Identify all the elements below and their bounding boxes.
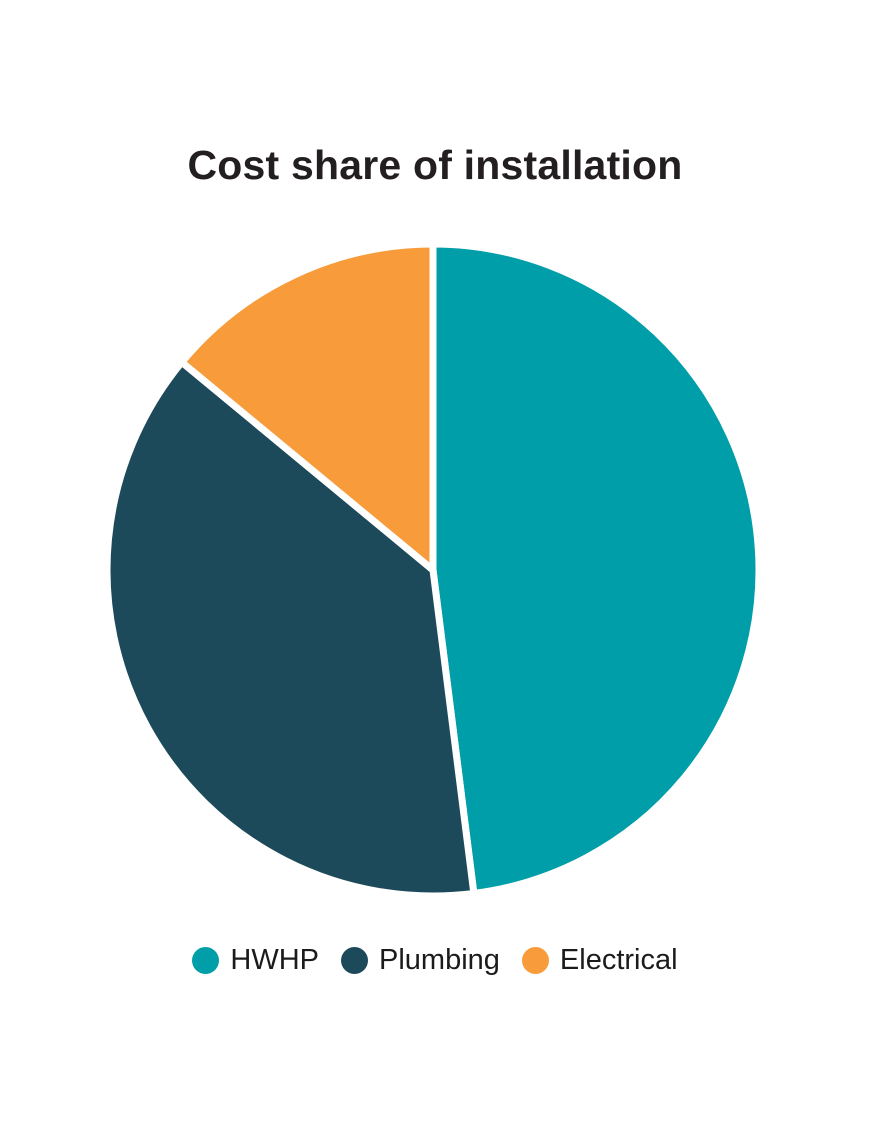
legend-swatch-hwhp-icon [192,947,220,975]
legend-label-plumbing: Plumbing [379,944,500,976]
chart-title: Cost share of installation [187,142,683,188]
legend-swatch-plumbing-icon [341,947,369,975]
legend: HWHP Plumbing Electrical [0,944,870,977]
pie-chart [103,240,763,900]
pie-slice-plumbing [103,358,478,900]
legend-label-hwhp: HWHP [230,944,320,976]
pie-slice-electrical [178,240,437,574]
legend-swatch-electrical-icon [521,947,549,975]
legend-label-electrical: Electrical [559,944,678,976]
pie-slice-hwhp [429,240,763,897]
legend-item-electrical: Electrical [521,944,678,977]
legend-item-plumbing: Plumbing [341,944,500,977]
legend-item-hwhp: HWHP [192,944,319,977]
